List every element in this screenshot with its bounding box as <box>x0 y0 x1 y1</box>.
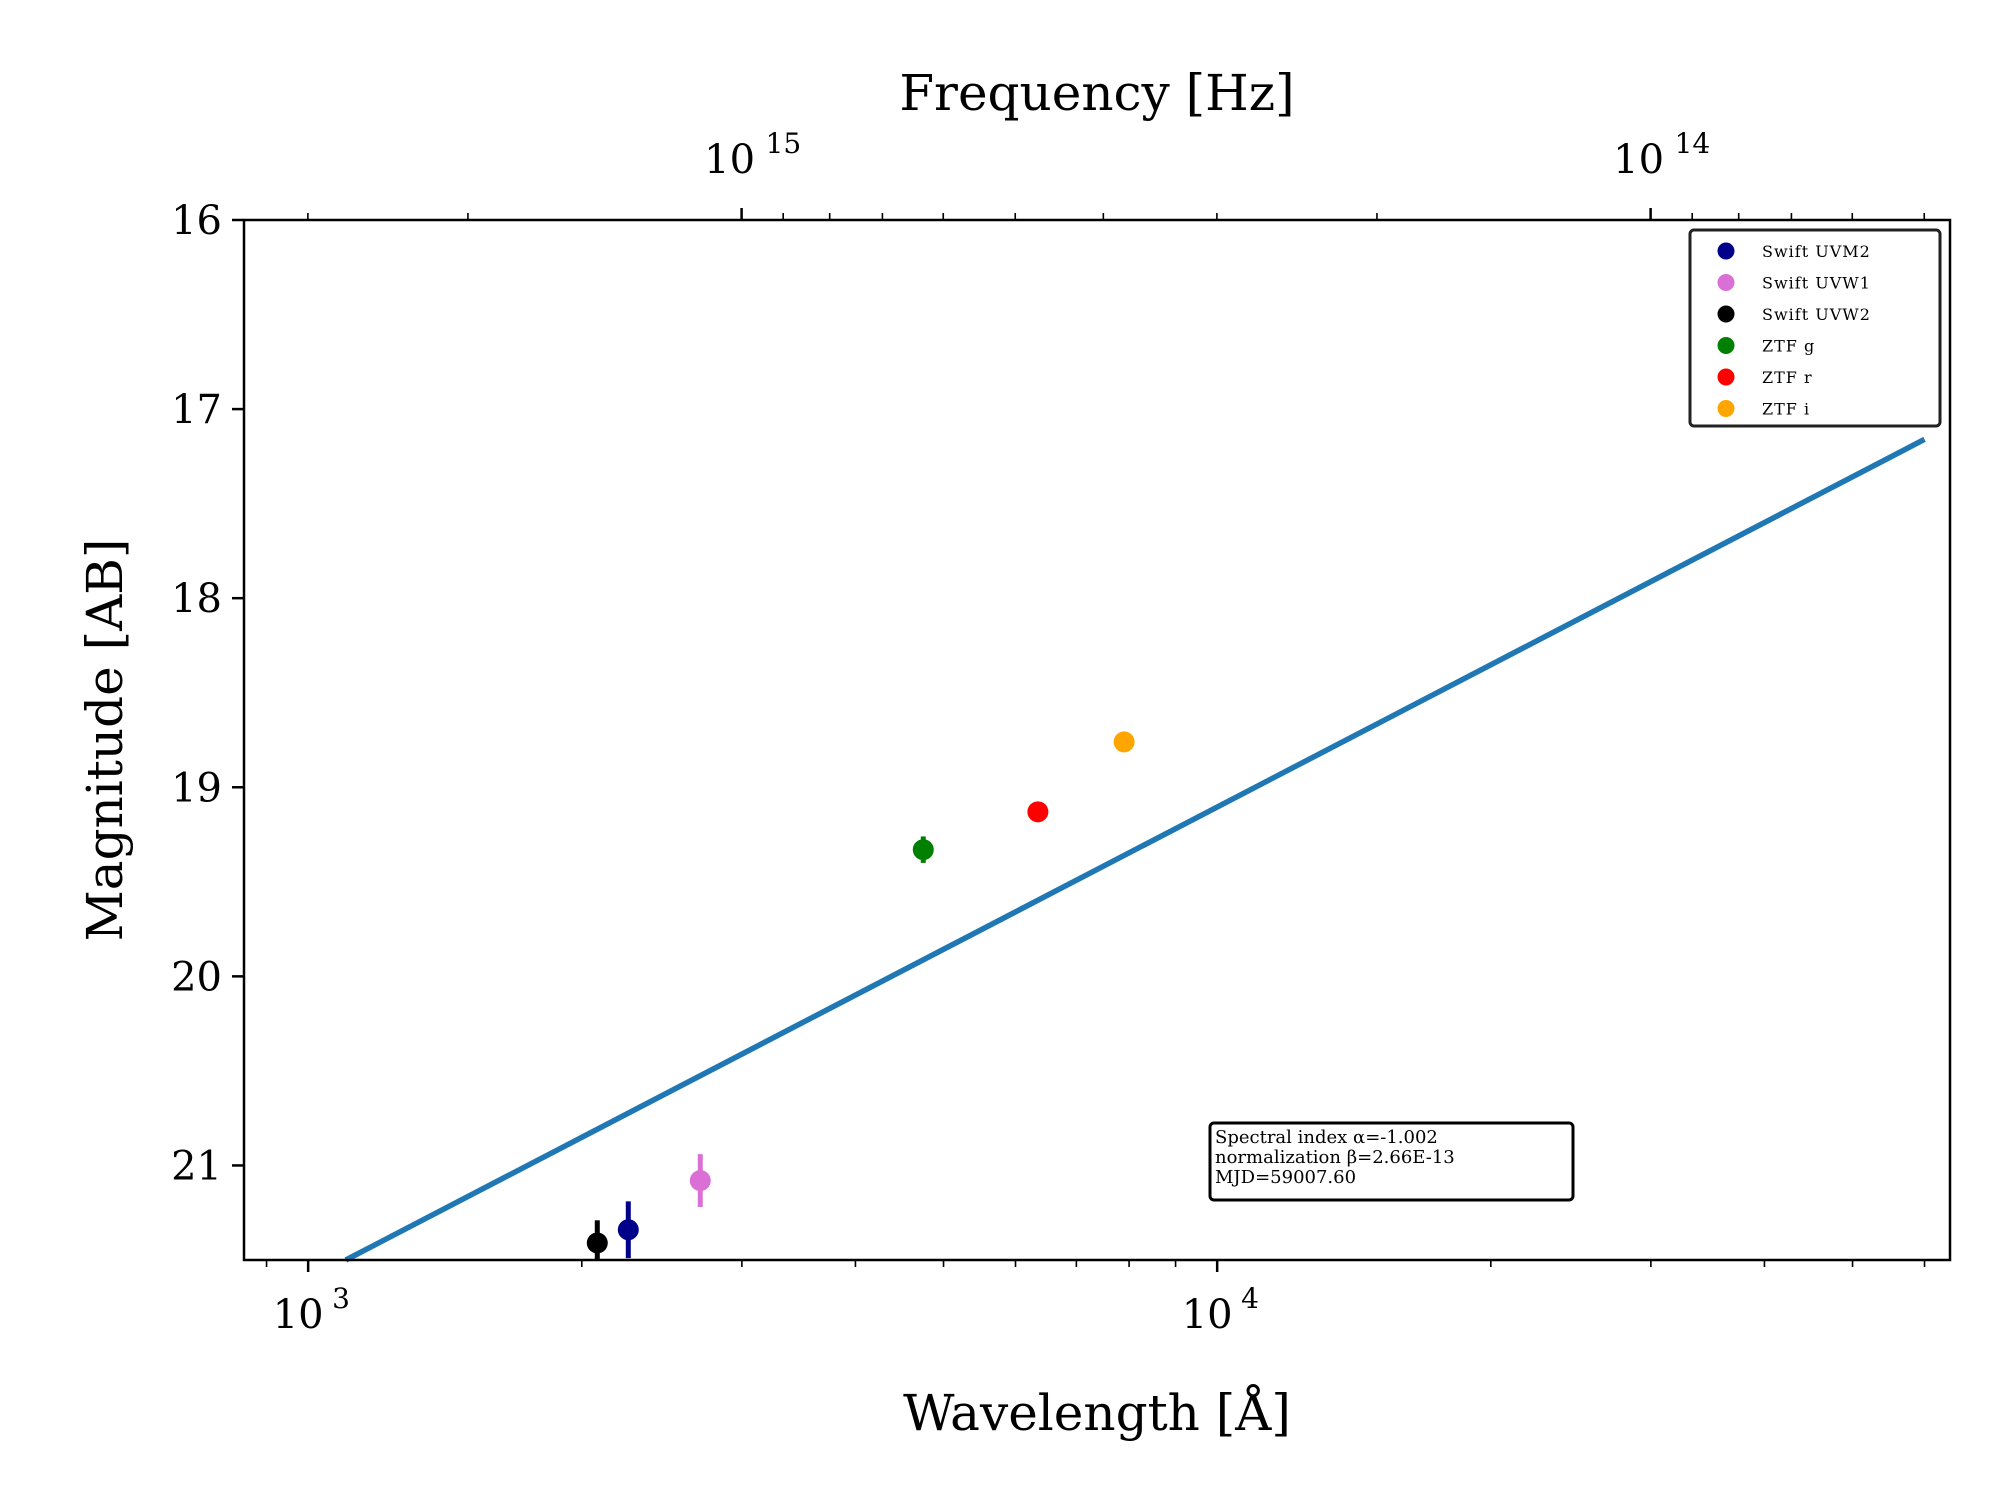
x-tick-label: 10 <box>1182 1292 1233 1338</box>
data-point <box>689 1170 711 1192</box>
x-tick-label: 10 <box>273 1292 324 1338</box>
data-point <box>1113 731 1135 753</box>
plot-area <box>244 220 1950 1260</box>
x-tick-exponent: 4 <box>1241 1282 1259 1315</box>
legend-marker <box>1717 337 1735 354</box>
fit-info-box: Spectral index α=-1.002 normalization β=… <box>1208 1121 1575 1202</box>
legend-label: ZTF g <box>1762 337 1815 356</box>
y-tick-label: 18 <box>171 576 222 622</box>
data-point <box>912 839 934 861</box>
y-axis-title: Magnitude [AB] <box>76 539 134 942</box>
top-x-axis-title: Frequency [Hz] <box>899 64 1294 122</box>
top-x-tick-label: 10 <box>704 137 755 183</box>
info-line-1: Spectral index α=-1.002 <box>1215 1127 1438 1148</box>
info-line-2: normalization β=2.66E-13 <box>1215 1147 1455 1168</box>
x-tick-exponent: 3 <box>332 1282 350 1315</box>
y-tick-label: 17 <box>171 387 222 433</box>
y-tick-label: 19 <box>171 765 222 811</box>
info-box-frame <box>1208 1121 1575 1202</box>
legend: Swift UVM2 Swift UVW1 Swift UVW2 ZTF g ZTF r… <box>1688 228 1942 428</box>
legend-label: Swift UVW2 <box>1762 305 1871 324</box>
legend-box <box>1688 228 1942 428</box>
fit-line <box>344 436 1926 1263</box>
top-x-tick-exponent: 14 <box>1675 127 1711 160</box>
y-tick-label: 16 <box>171 198 222 244</box>
legend-marker <box>1717 242 1735 260</box>
data-points-layer <box>586 731 1135 1260</box>
legend-marker <box>1717 400 1735 417</box>
x-axis-title: Wavelength [Å] <box>903 1383 1291 1442</box>
legend-label: Swift UVW1 <box>1762 274 1871 293</box>
legend-label: Swift UVM2 <box>1762 242 1871 261</box>
legend-label: ZTF i <box>1762 400 1810 419</box>
top-x-tick-exponent: 15 <box>766 127 802 160</box>
fit-line-layer <box>344 436 1926 1263</box>
legend-marker <box>1717 368 1735 386</box>
plot-frame <box>242 218 1952 1262</box>
top-x-tick-label: 10 <box>1613 137 1664 183</box>
data-point <box>1027 801 1049 823</box>
legend-marker <box>1717 274 1735 291</box>
y-tick-label: 20 <box>171 954 222 1000</box>
legend-label: ZTF r <box>1762 368 1813 387</box>
data-point <box>617 1219 639 1241</box>
info-line-3: MJD=59007.60 <box>1215 1167 1356 1188</box>
y-tick-label: 21 <box>171 1143 222 1189</box>
legend-marker <box>1717 305 1735 323</box>
data-point <box>586 1232 608 1254</box>
